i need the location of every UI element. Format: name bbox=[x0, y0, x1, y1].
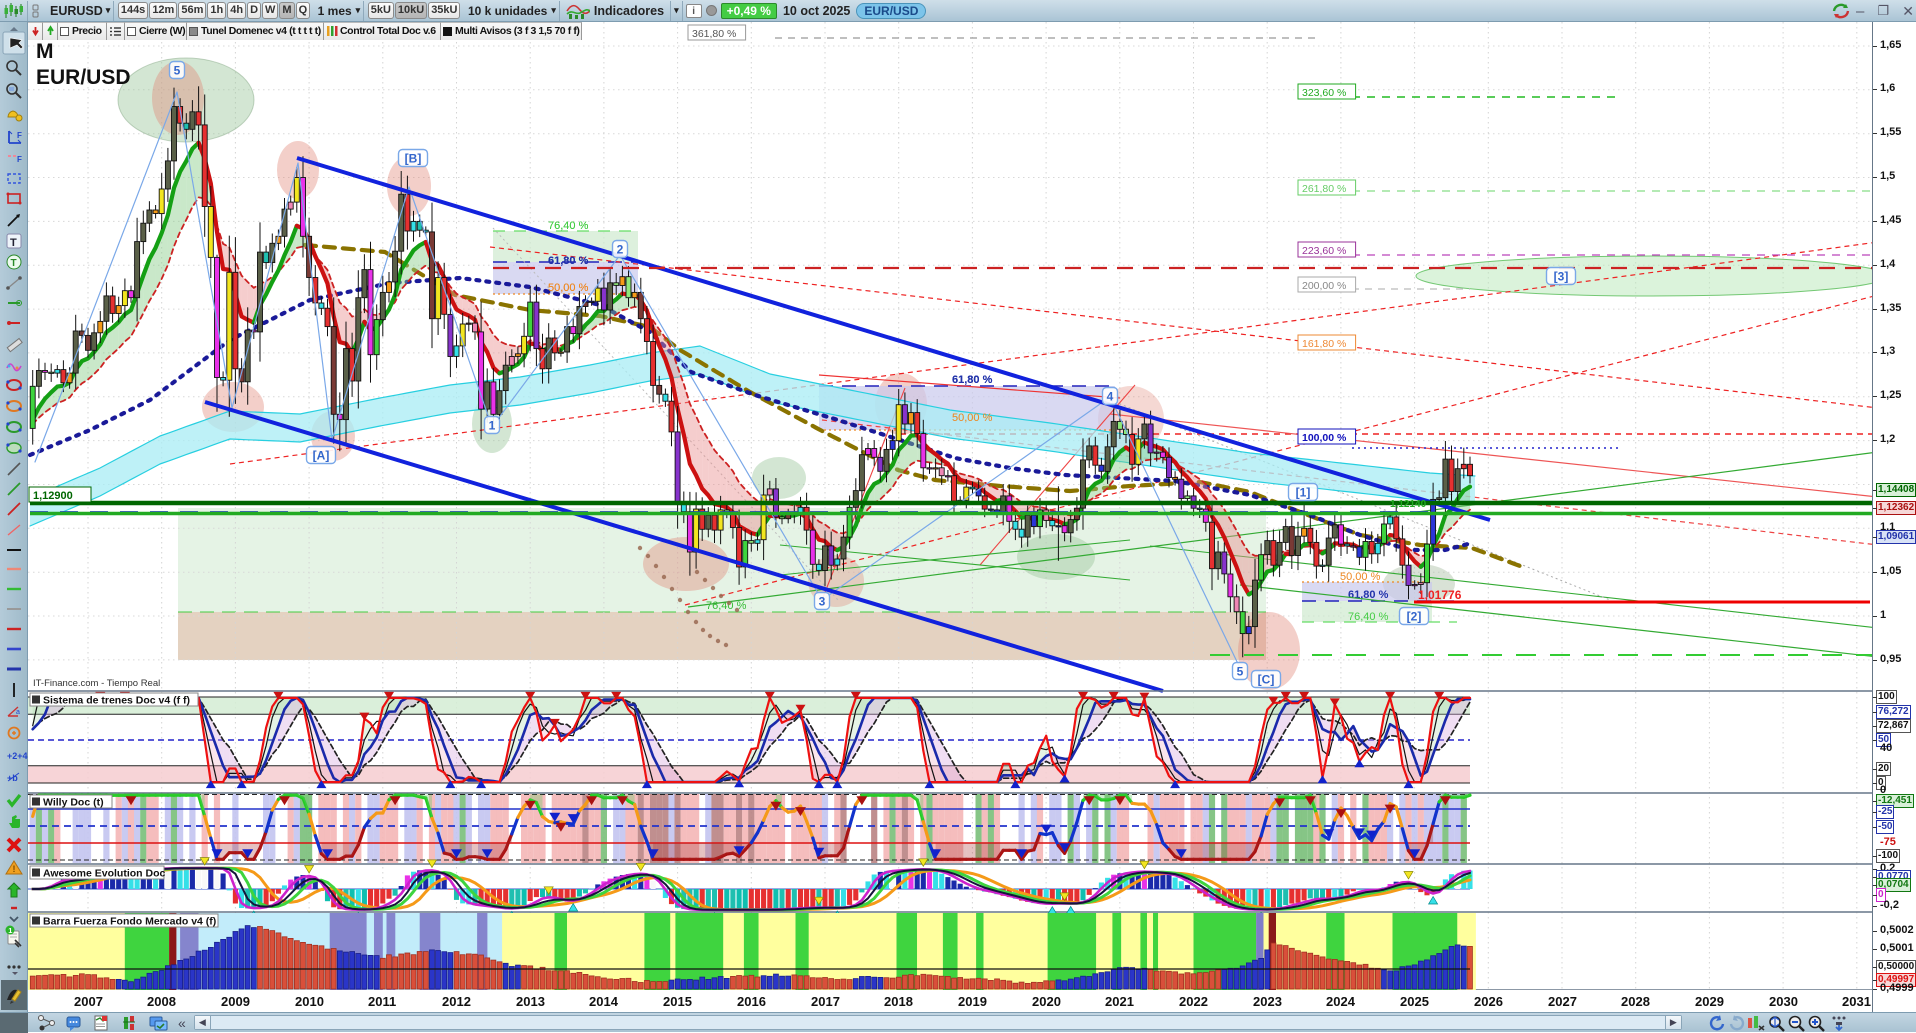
svg-text:T: T bbox=[11, 258, 17, 269]
svg-text:Barra Fuerza Fondo Mercado v4: Barra Fuerza Fondo Mercado v4 (f) bbox=[43, 916, 216, 928]
svg-text:!: ! bbox=[13, 864, 16, 874]
svg-text:200,00 %: 200,00 % bbox=[1302, 280, 1346, 292]
svg-text:[3]: [3] bbox=[1554, 270, 1569, 284]
svg-text:61,80 %: 61,80 % bbox=[548, 255, 589, 267]
svg-text:Awesome Evolution Doc: Awesome Evolution Doc bbox=[43, 868, 165, 880]
svg-text:1,12140: 1,12140 bbox=[1390, 499, 1427, 510]
svg-text:[1]: [1] bbox=[1296, 486, 1311, 500]
svg-text:61,80 %: 61,80 % bbox=[548, 255, 589, 267]
svg-text:2: 2 bbox=[617, 243, 624, 257]
svg-text:a: a bbox=[16, 709, 20, 716]
svg-text:[C]: [C] bbox=[1258, 673, 1275, 687]
svg-text:1,01776: 1,01776 bbox=[1418, 588, 1462, 602]
svg-text:Willy Doc (t): Willy Doc (t) bbox=[43, 797, 104, 809]
svg-text:76,40 %: 76,40 % bbox=[548, 220, 589, 232]
svg-text:161,80 %: 161,80 % bbox=[1302, 338, 1346, 350]
svg-text:61,80 %: 61,80 % bbox=[952, 374, 993, 386]
svg-text:5: 5 bbox=[174, 64, 181, 78]
svg-text:361,80 %: 361,80 % bbox=[692, 28, 736, 40]
svg-text:61,80 %: 61,80 % bbox=[952, 374, 993, 386]
svg-text:76,40 %: 76,40 % bbox=[1348, 611, 1389, 623]
svg-text:EUR/USD: EUR/USD bbox=[36, 66, 131, 89]
svg-text:IT-Finance.com - Tiempo Real: IT-Finance.com - Tiempo Real bbox=[33, 678, 160, 689]
svg-text:[B]: [B] bbox=[405, 152, 422, 166]
svg-text:50,00 %: 50,00 % bbox=[952, 412, 993, 424]
svg-text:5: 5 bbox=[1237, 665, 1244, 679]
svg-text:1: 1 bbox=[489, 419, 496, 433]
svg-text:50,00 %: 50,00 % bbox=[548, 282, 589, 294]
svg-text:[2]: [2] bbox=[1407, 610, 1422, 624]
svg-text:3: 3 bbox=[819, 595, 826, 609]
svg-text:F: F bbox=[17, 155, 22, 164]
svg-text:223,60 %: 223,60 % bbox=[1302, 245, 1346, 257]
svg-text:261,80 %: 261,80 % bbox=[1302, 183, 1346, 195]
svg-text:4: 4 bbox=[1107, 390, 1114, 404]
svg-text:F: F bbox=[17, 131, 22, 140]
svg-text:T: T bbox=[10, 237, 17, 249]
svg-text:76,40 %: 76,40 % bbox=[548, 220, 589, 232]
svg-text:1,12900: 1,12900 bbox=[33, 490, 73, 502]
svg-text:50,00 %: 50,00 % bbox=[548, 282, 589, 294]
svg-text:323,60 %: 323,60 % bbox=[1302, 87, 1346, 99]
svg-text:[A]: [A] bbox=[313, 449, 330, 463]
svg-text:Sistema de trenes Doc v4 (f f): Sistema de trenes Doc v4 (f f) bbox=[43, 695, 190, 707]
svg-text:100,00 %: 100,00 % bbox=[1302, 432, 1347, 444]
svg-text:50,00 %: 50,00 % bbox=[1340, 571, 1381, 583]
svg-text:M: M bbox=[36, 40, 54, 63]
svg-text:+2+4: +2+4 bbox=[7, 751, 28, 761]
svg-text:1: 1 bbox=[8, 926, 12, 935]
